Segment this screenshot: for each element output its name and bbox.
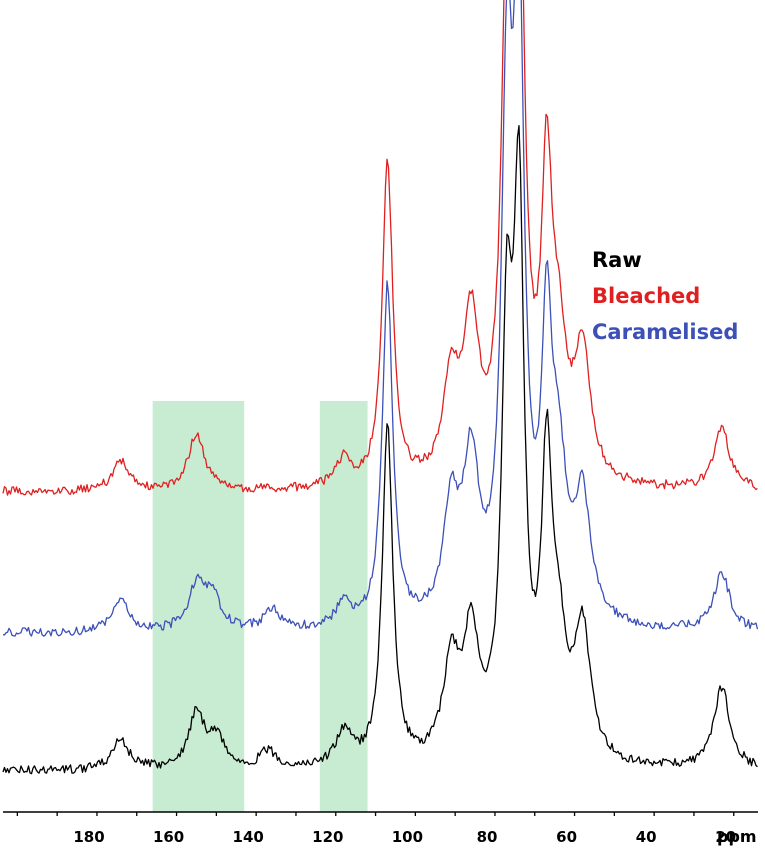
series-line-bleached — [2, 0, 758, 496]
x-tick-label: 100 — [392, 828, 423, 846]
x-tick-label: 140 — [233, 828, 264, 846]
x-tick-label: 120 — [312, 828, 343, 846]
spectra-series — [2, 0, 759, 775]
x-axis: ppm 180 160 140 120 100 80 60 40 20 — [3, 811, 758, 846]
series-line-raw — [2, 124, 758, 775]
x-tick-label: 160 — [153, 828, 184, 846]
x-tick-label: 40 — [636, 828, 657, 846]
x-tick-label: 80 — [477, 828, 498, 846]
legend-entry-caramelised: Caramelised — [592, 320, 739, 344]
legend-entry-raw: Raw — [592, 248, 642, 272]
x-tick-label: 180 — [73, 828, 104, 846]
legend: Raw Bleached Caramelised — [592, 242, 738, 350]
highlight-bands — [152, 401, 368, 812]
x-tick-label: 20 — [715, 828, 736, 846]
x-axis-unit-label: ppm — [717, 827, 757, 846]
x-tick-label: 60 — [556, 828, 577, 846]
series-line-caramelised — [2, 0, 759, 637]
legend-entry-bleached: Bleached — [592, 284, 701, 308]
highlight-band-1 — [152, 401, 245, 812]
